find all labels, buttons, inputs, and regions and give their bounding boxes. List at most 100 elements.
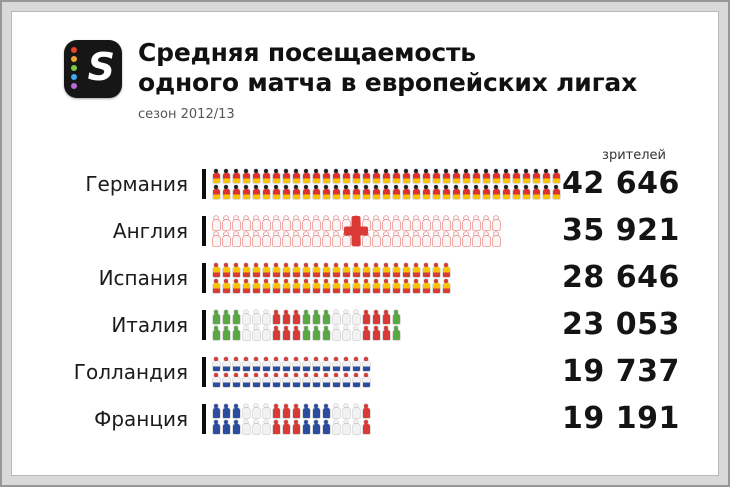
person-icon <box>422 215 430 230</box>
person-head <box>294 262 298 267</box>
person-icon <box>282 356 290 371</box>
person-head <box>224 278 228 283</box>
person-icon <box>242 231 250 246</box>
person-icon <box>422 184 430 199</box>
person-icon <box>322 278 330 293</box>
person-body <box>292 173 300 183</box>
person-body <box>532 189 540 199</box>
person-head <box>234 168 238 173</box>
person-icon <box>362 168 370 183</box>
person-icon <box>362 403 370 418</box>
person-icon <box>252 262 260 277</box>
person-body <box>462 220 470 230</box>
person-body <box>322 330 330 340</box>
person-body <box>482 220 490 230</box>
person-body <box>362 408 370 418</box>
person-head <box>384 168 388 173</box>
person-icon <box>292 184 300 199</box>
person-body <box>322 267 330 277</box>
person-icon <box>352 168 360 183</box>
person-body <box>302 361 310 371</box>
person-icon <box>222 215 230 230</box>
person-body <box>542 189 550 199</box>
person-head <box>334 372 338 377</box>
person-head <box>344 184 348 189</box>
person-body <box>312 424 320 434</box>
person-icon <box>222 356 230 371</box>
person-head <box>284 325 288 330</box>
person-head <box>524 168 528 173</box>
person-icon <box>412 168 420 183</box>
person-head <box>334 215 338 220</box>
person-body <box>362 330 370 340</box>
person-icon <box>312 168 320 183</box>
person-icon <box>422 262 430 277</box>
person-icon <box>242 403 250 418</box>
person-icon <box>232 168 240 183</box>
person-head <box>464 215 468 220</box>
person-head <box>344 325 348 330</box>
person-body <box>262 314 270 324</box>
person-head <box>264 325 268 330</box>
person-icon <box>282 309 290 324</box>
person-body <box>242 236 250 246</box>
person-head <box>264 184 268 189</box>
person-body <box>512 189 520 199</box>
person-icon <box>442 215 450 230</box>
person-icon <box>232 325 240 340</box>
person-body <box>442 236 450 246</box>
person-icon <box>272 356 280 371</box>
person-head <box>284 309 288 314</box>
person-icon <box>302 168 310 183</box>
person-body <box>432 173 440 183</box>
person-body <box>282 236 290 246</box>
person-head <box>454 215 458 220</box>
person-icon <box>432 278 440 293</box>
person-body <box>352 424 360 434</box>
person-head <box>234 372 238 377</box>
person-body <box>222 220 230 230</box>
country-label: Испания <box>98 265 188 290</box>
person-body <box>252 236 260 246</box>
person-head <box>224 168 228 173</box>
person-head <box>424 184 428 189</box>
person-head <box>244 403 248 408</box>
person-head <box>284 419 288 424</box>
person-head <box>354 419 358 424</box>
person-body <box>392 173 400 183</box>
person-body <box>252 189 260 199</box>
person-icon <box>302 309 310 324</box>
person-icon <box>232 278 240 293</box>
person-icon <box>532 184 540 199</box>
person-body <box>232 173 240 183</box>
person-body <box>292 377 300 387</box>
person-icon <box>382 215 390 230</box>
person-icon <box>372 278 380 293</box>
person-body <box>282 283 290 293</box>
person-icon <box>472 215 480 230</box>
person-icon <box>412 215 420 230</box>
person-icon <box>292 309 300 324</box>
person-body <box>262 220 270 230</box>
person-body <box>492 189 500 199</box>
person-icon <box>372 309 380 324</box>
attendance-value: 28 646 <box>562 260 680 295</box>
person-head <box>244 184 248 189</box>
person-head <box>294 356 298 361</box>
person-body <box>472 173 480 183</box>
person-body <box>212 424 220 434</box>
person-head <box>324 309 328 314</box>
person-icon <box>432 262 440 277</box>
person-icon <box>462 184 470 199</box>
person-body <box>232 330 240 340</box>
person-icon <box>292 231 300 246</box>
person-icon <box>252 325 260 340</box>
person-icon <box>472 168 480 183</box>
attendance-value: 23 053 <box>562 307 680 342</box>
person-icon <box>352 356 360 371</box>
person-body <box>472 220 480 230</box>
person-icon <box>512 184 520 199</box>
person-icon <box>292 419 300 434</box>
person-body <box>222 424 230 434</box>
header: S Средняя посещаемость одного матча в ев… <box>52 38 690 122</box>
